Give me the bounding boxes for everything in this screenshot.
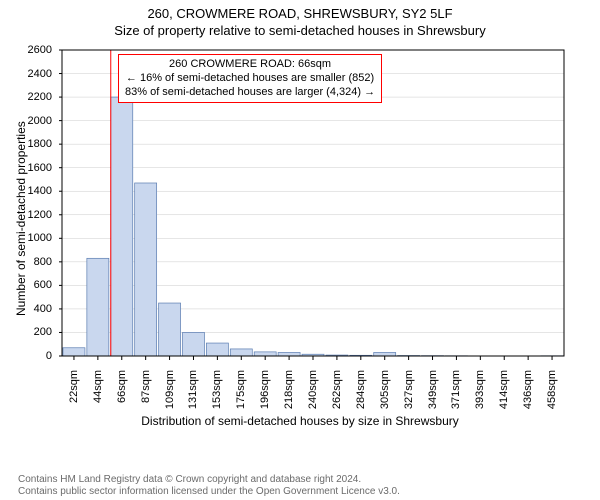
x-tick-label: 458sqm <box>546 370 558 420</box>
info-line-property: 260 CROWMERE ROAD: 66sqm <box>125 58 375 72</box>
x-tick-label: 436sqm <box>522 370 534 420</box>
footer-line-2: Contains public sector information licen… <box>18 486 400 498</box>
x-tick-label: 66sqm <box>116 370 128 420</box>
footer-line-1: Contains HM Land Registry data © Crown c… <box>18 474 400 486</box>
x-tick-label: 393sqm <box>474 370 486 420</box>
x-tick-label: 218sqm <box>283 370 295 420</box>
x-tick-label: 349sqm <box>427 370 439 420</box>
x-axis-label: Distribution of semi-detached houses by … <box>0 414 600 428</box>
x-tick-label: 175sqm <box>235 370 247 420</box>
y-tick-label: 2200 <box>12 91 52 103</box>
y-tick-label: 200 <box>12 326 52 338</box>
chart-title-sub: Size of property relative to semi-detach… <box>0 21 600 38</box>
info-line-larger: 83% of semi-detached houses are larger (… <box>125 86 375 100</box>
x-tick-label: 44sqm <box>92 370 104 420</box>
x-tick-label: 414sqm <box>498 370 510 420</box>
x-tick-label: 305sqm <box>379 370 391 420</box>
y-tick-label: 2600 <box>12 44 52 56</box>
x-tick-label: 371sqm <box>450 370 462 420</box>
x-tick-label: 240sqm <box>307 370 319 420</box>
info-line-smaller: ← 16% of semi-detached houses are smalle… <box>125 72 375 86</box>
x-tick-label: 262sqm <box>331 370 343 420</box>
y-tick-label: 0 <box>12 350 52 362</box>
chart-container: 260, CROWMERE ROAD, SHREWSBURY, SY2 5LF … <box>0 0 600 500</box>
x-tick-label: 153sqm <box>211 370 223 420</box>
chart-plot-area: 260 CROWMERE ROAD: 66sqm ← 16% of semi-d… <box>58 46 568 406</box>
footer-attribution: Contains HM Land Registry data © Crown c… <box>18 474 400 498</box>
x-tick-label: 22sqm <box>68 370 80 420</box>
x-tick-label: 327sqm <box>403 370 415 420</box>
marker-info-box: 260 CROWMERE ROAD: 66sqm ← 16% of semi-d… <box>118 54 382 103</box>
x-tick-label: 87sqm <box>140 370 152 420</box>
y-tick-label: 2400 <box>12 68 52 80</box>
x-tick-label: 131sqm <box>187 370 199 420</box>
x-tick-label: 284sqm <box>355 370 367 420</box>
chart-title-main: 260, CROWMERE ROAD, SHREWSBURY, SY2 5LF <box>0 0 600 21</box>
y-axis-label: Number of semi-detached properties <box>14 121 28 316</box>
x-tick-label: 196sqm <box>259 370 271 420</box>
x-tick-label: 109sqm <box>164 370 176 420</box>
